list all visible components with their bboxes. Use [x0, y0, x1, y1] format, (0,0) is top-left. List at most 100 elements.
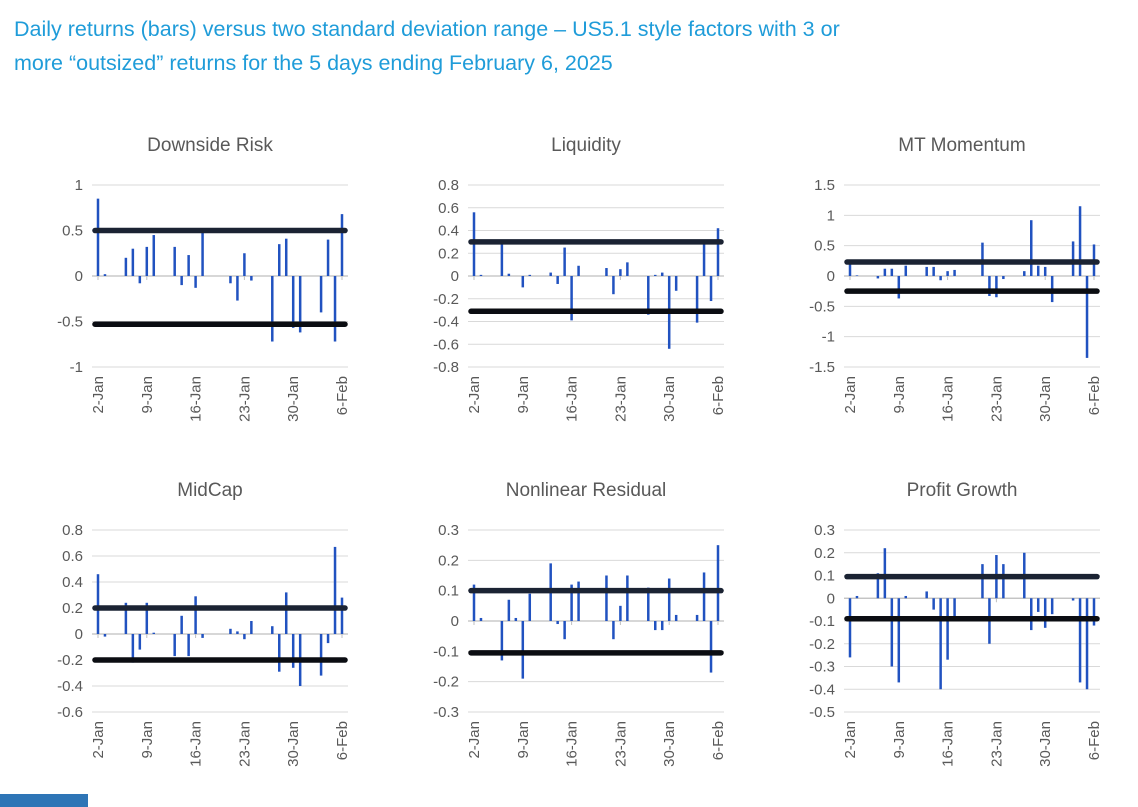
svg-text:0.4: 0.4 [438, 223, 459, 240]
chart-title-midcap: MidCap [177, 480, 243, 501]
chart-title-liquidity: Liquidity [551, 135, 621, 156]
svg-text:23-Jan: 23-Jan [612, 721, 629, 767]
svg-text:-0.5: -0.5 [809, 298, 835, 315]
svg-text:16-Jan: 16-Jan [564, 721, 581, 767]
bottom-left-accent-strip [0, 794, 88, 807]
svg-text:-0.2: -0.2 [809, 636, 835, 653]
page-title-line1: Daily returns (bars) versus two standard… [14, 17, 840, 41]
chart-midcap: MidCap 0.8 0.6 0.4 0.2 0 -0.2 -0.4 -0.6 2-Jan 9-J… [30, 463, 390, 776]
svg-text:-0.4: -0.4 [57, 678, 83, 695]
svg-text:30-Jan: 30-Jan [285, 376, 302, 422]
svg-text:9-Jan: 9-Jan [891, 376, 908, 414]
svg-text:-1: -1 [822, 329, 835, 346]
svg-text:0.5: 0.5 [814, 238, 835, 255]
svg-text:-0.4: -0.4 [809, 681, 835, 698]
chart-plot-profit-growth: 0.3 0.2 0.1 0 -0.1 -0.2 -0.3 -0.4 -0.5 2-Jan 9-Jan… [809, 522, 1103, 767]
chart-title-mt-momentum: MT Momentum [898, 135, 1026, 156]
svg-text:2-Jan: 2-Jan [842, 376, 859, 414]
svg-text:9-Jan: 9-Jan [891, 721, 908, 759]
svg-text:30-Jan: 30-Jan [1037, 376, 1054, 422]
svg-text:0.1: 0.1 [438, 583, 459, 600]
svg-text:0.2: 0.2 [814, 545, 835, 562]
svg-text:-0.6: -0.6 [433, 336, 459, 353]
svg-text:-1.5: -1.5 [809, 359, 835, 376]
svg-text:16-Jan: 16-Jan [564, 376, 581, 422]
svg-text:30-Jan: 30-Jan [661, 721, 678, 767]
svg-text:-0.1: -0.1 [433, 643, 459, 660]
svg-text:2-Jan: 2-Jan [842, 721, 859, 759]
svg-text:0.3: 0.3 [814, 522, 835, 539]
chart-title-downside-risk: Downside Risk [147, 135, 273, 156]
svg-text:0.3: 0.3 [438, 522, 459, 539]
svg-text:0: 0 [75, 626, 83, 643]
svg-text:0: 0 [827, 590, 835, 607]
svg-text:0.1: 0.1 [814, 568, 835, 585]
charts-grid: Downside Risk 1 0.5 0 -0.5 -1 2-Jan 9-Jan 16-Ja… [30, 118, 1138, 776]
svg-text:16-Jan: 16-Jan [188, 721, 205, 767]
svg-text:23-Jan: 23-Jan [236, 376, 253, 422]
svg-text:2-Jan: 2-Jan [466, 721, 483, 759]
svg-text:0: 0 [75, 268, 83, 285]
page-title-line2: more “outsized” returns for the 5 days e… [14, 51, 613, 75]
svg-text:0.5: 0.5 [62, 223, 83, 240]
svg-text:16-Jan: 16-Jan [188, 376, 205, 422]
svg-text:-0.2: -0.2 [57, 652, 83, 669]
svg-text:1: 1 [75, 177, 83, 194]
chart-nonlinear-residual: Nonlinear Residual 0.3 0.2 0.1 0 -0.1 -0.2 -0.… [406, 463, 766, 776]
chart-profit-growth: Profit Growth 0.3 0.2 0.1 0 -0.1 -0.2 -0.3 -0.4… [782, 463, 1138, 776]
svg-text:-0.5: -0.5 [809, 704, 835, 721]
chart-downside-risk: Downside Risk 1 0.5 0 -0.5 -1 2-Jan 9-Jan 16-Ja… [30, 118, 390, 431]
svg-text:0.2: 0.2 [62, 600, 83, 617]
svg-text:2-Jan: 2-Jan [90, 376, 107, 414]
svg-text:0.8: 0.8 [62, 522, 83, 539]
svg-text:6-Feb: 6-Feb [1086, 376, 1103, 415]
svg-text:6-Feb: 6-Feb [334, 721, 351, 760]
svg-text:0: 0 [451, 613, 459, 630]
svg-text:-0.6: -0.6 [57, 704, 83, 721]
chart-liquidity: Liquidity 0.8 0.6 0.4 0.2 0 -0.2 -0.4 -0.6 -0.8 2… [406, 118, 766, 431]
svg-text:9-Jan: 9-Jan [515, 721, 532, 759]
chart-title-profit-growth: Profit Growth [906, 480, 1018, 501]
chart-plot-downside-risk: 1 0.5 0 -0.5 -1 2-Jan 9-Jan 16-Jan 23-Jan 30-Jan 6… [57, 177, 351, 422]
svg-text:0.6: 0.6 [62, 548, 83, 565]
svg-text:23-Jan: 23-Jan [612, 376, 629, 422]
svg-text:-0.2: -0.2 [433, 291, 459, 308]
svg-text:2-Jan: 2-Jan [90, 721, 107, 759]
svg-text:6-Feb: 6-Feb [1086, 721, 1103, 760]
chart-plot-nonlinear-residual: 0.3 0.2 0.1 0 -0.1 -0.2 -0.3 2-Jan 9-Jan 16-Jan 23… [433, 522, 727, 767]
chart-mt-momentum: MT Momentum 1.5 1 0.5 0 -0.5 -1 -1.5 2-Jan 9-Jan… [782, 118, 1138, 431]
chart-plot-liquidity: 0.8 0.6 0.4 0.2 0 -0.2 -0.4 -0.6 -0.8 2-Jan 9-Jan 1… [433, 177, 727, 422]
svg-text:30-Jan: 30-Jan [1037, 721, 1054, 767]
chart-plot-midcap: 0.8 0.6 0.4 0.2 0 -0.2 -0.4 -0.6 2-Jan 9-Jan 16-Ja… [57, 522, 351, 767]
svg-text:-0.2: -0.2 [433, 674, 459, 691]
chart-plot-mt-momentum: 1.5 1 0.5 0 -0.5 -1 -1.5 2-Jan 9-Jan 16-Jan 23-Jan… [809, 177, 1103, 422]
svg-text:0: 0 [827, 268, 835, 285]
svg-text:1: 1 [827, 207, 835, 224]
svg-text:2-Jan: 2-Jan [466, 376, 483, 414]
svg-text:16-Jan: 16-Jan [940, 376, 957, 422]
svg-text:0.6: 0.6 [438, 200, 459, 217]
svg-text:6-Feb: 6-Feb [710, 376, 727, 415]
svg-text:0: 0 [451, 268, 459, 285]
svg-text:9-Jan: 9-Jan [139, 376, 156, 414]
svg-text:30-Jan: 30-Jan [285, 721, 302, 767]
chart-title-nonlinear-residual: Nonlinear Residual [505, 480, 667, 501]
svg-text:1.5: 1.5 [814, 177, 835, 194]
svg-text:9-Jan: 9-Jan [515, 376, 532, 414]
svg-text:23-Jan: 23-Jan [988, 376, 1005, 422]
svg-text:-0.5: -0.5 [57, 314, 83, 331]
svg-text:0.2: 0.2 [438, 552, 459, 569]
svg-text:0.4: 0.4 [62, 574, 83, 591]
svg-text:9-Jan: 9-Jan [139, 721, 156, 759]
svg-text:23-Jan: 23-Jan [988, 721, 1005, 767]
svg-text:-1: -1 [70, 359, 83, 376]
svg-text:16-Jan: 16-Jan [940, 721, 957, 767]
svg-text:30-Jan: 30-Jan [661, 376, 678, 422]
svg-text:-0.3: -0.3 [809, 659, 835, 676]
svg-text:6-Feb: 6-Feb [710, 721, 727, 760]
svg-text:0.2: 0.2 [438, 245, 459, 262]
svg-text:-0.1: -0.1 [809, 613, 835, 630]
svg-text:6-Feb: 6-Feb [334, 376, 351, 415]
svg-text:-0.3: -0.3 [433, 704, 459, 721]
